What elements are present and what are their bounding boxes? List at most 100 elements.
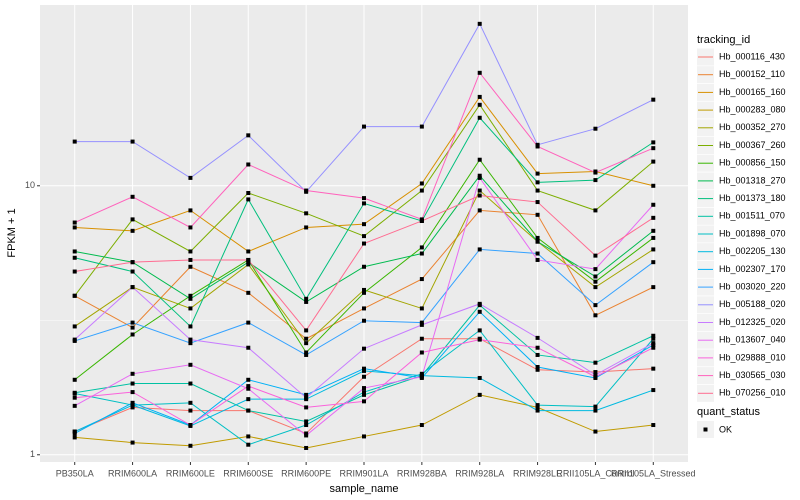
data-point <box>535 408 540 413</box>
data-point <box>651 345 656 350</box>
data-point <box>535 367 540 372</box>
data-point <box>246 442 251 447</box>
data-point <box>593 404 598 409</box>
data-point <box>477 328 482 333</box>
data-point <box>535 235 540 240</box>
data-point <box>535 239 540 244</box>
data-point <box>593 267 598 272</box>
data-point <box>593 208 598 213</box>
data-point <box>304 188 309 193</box>
legend-label: Hb_000165_160 <box>719 87 786 97</box>
data-point <box>130 228 135 233</box>
data-point <box>477 115 482 120</box>
data-point <box>304 225 309 230</box>
data-point <box>362 366 366 371</box>
legend-point <box>703 427 708 432</box>
data-point <box>535 200 540 205</box>
data-point <box>188 296 193 301</box>
data-point <box>593 126 598 131</box>
data-point <box>246 386 251 391</box>
data-point <box>419 320 424 325</box>
data-point <box>130 381 135 386</box>
data-point <box>419 423 424 428</box>
data-point <box>362 399 366 404</box>
legend-label: Hb_003020_220 <box>719 281 786 291</box>
data-point <box>188 249 193 254</box>
data-point <box>188 408 193 413</box>
data-point <box>246 384 251 389</box>
y-tick-label: 1 <box>30 449 35 459</box>
data-point <box>477 102 482 107</box>
data-point <box>419 251 424 256</box>
data-point <box>362 390 366 395</box>
data-point <box>246 162 251 167</box>
x-tick-label: RRIM928LE <box>513 468 562 478</box>
data-point <box>477 208 482 213</box>
data-point <box>246 197 251 202</box>
legend-title: tracking_id <box>697 34 750 46</box>
data-point <box>593 303 598 308</box>
data-point <box>593 253 598 258</box>
data-point <box>535 212 540 217</box>
data-point <box>593 178 598 183</box>
data-point <box>72 324 77 329</box>
data-point <box>130 405 135 410</box>
data-point <box>362 374 366 379</box>
data-point <box>188 175 193 180</box>
data-point <box>246 290 251 295</box>
data-point <box>535 335 540 340</box>
legend-label: Hb_000116_430 <box>719 51 785 61</box>
legend-label: Hb_013607_040 <box>719 335 786 345</box>
data-point <box>651 140 656 145</box>
data-point <box>651 247 656 252</box>
legend-label: Hb_002307_170 <box>719 264 786 274</box>
data-point <box>304 445 309 450</box>
data-point <box>651 159 656 164</box>
data-point <box>651 333 656 338</box>
data-point <box>362 201 366 206</box>
data-point <box>477 70 482 75</box>
data-point <box>535 352 540 357</box>
data-point <box>72 139 77 144</box>
data-point <box>188 225 193 230</box>
data-point <box>188 341 193 346</box>
data-point <box>362 222 366 227</box>
data-point <box>651 388 656 393</box>
data-point <box>419 350 424 355</box>
data-point <box>304 328 309 333</box>
data-point <box>188 400 193 405</box>
data-point <box>419 245 424 250</box>
data-point <box>304 296 309 301</box>
data-point <box>72 249 77 254</box>
data-point <box>188 257 193 262</box>
data-point <box>130 403 135 408</box>
data-point <box>246 262 251 267</box>
data-point <box>477 309 482 314</box>
legend-label: Hb_001373_180 <box>719 193 786 203</box>
data-point <box>651 228 656 233</box>
data-point <box>477 392 482 397</box>
data-point <box>477 193 482 198</box>
data-point <box>362 241 366 246</box>
data-point <box>72 377 77 382</box>
data-point <box>72 403 77 408</box>
data-point <box>130 269 135 274</box>
x-axis-title: sample_name <box>329 483 398 495</box>
data-point <box>246 408 251 413</box>
data-point <box>246 257 251 262</box>
x-tick-label: RRIM600PE <box>281 468 331 478</box>
data-point <box>72 255 77 260</box>
data-point <box>362 368 366 373</box>
data-point <box>593 279 598 284</box>
data-point <box>419 218 424 223</box>
data-point <box>651 366 656 371</box>
data-point <box>651 97 656 102</box>
data-point <box>362 434 366 439</box>
data-point <box>72 225 77 230</box>
data-point <box>535 405 540 410</box>
data-point <box>188 381 193 386</box>
data-point <box>535 364 540 369</box>
data-point <box>72 269 77 274</box>
x-tick-label: RRIM600LA <box>108 468 157 478</box>
